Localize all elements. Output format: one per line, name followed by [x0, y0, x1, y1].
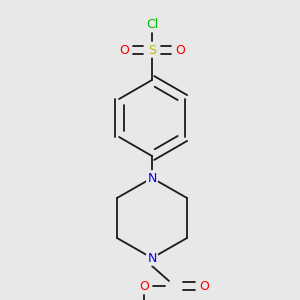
Text: N: N [147, 251, 157, 265]
Text: S: S [148, 44, 156, 56]
Text: O: O [199, 280, 209, 292]
Text: O: O [139, 280, 149, 292]
Text: Cl: Cl [146, 17, 158, 31]
Text: O: O [175, 44, 185, 56]
Text: O: O [119, 44, 129, 56]
Text: N: N [147, 172, 157, 184]
